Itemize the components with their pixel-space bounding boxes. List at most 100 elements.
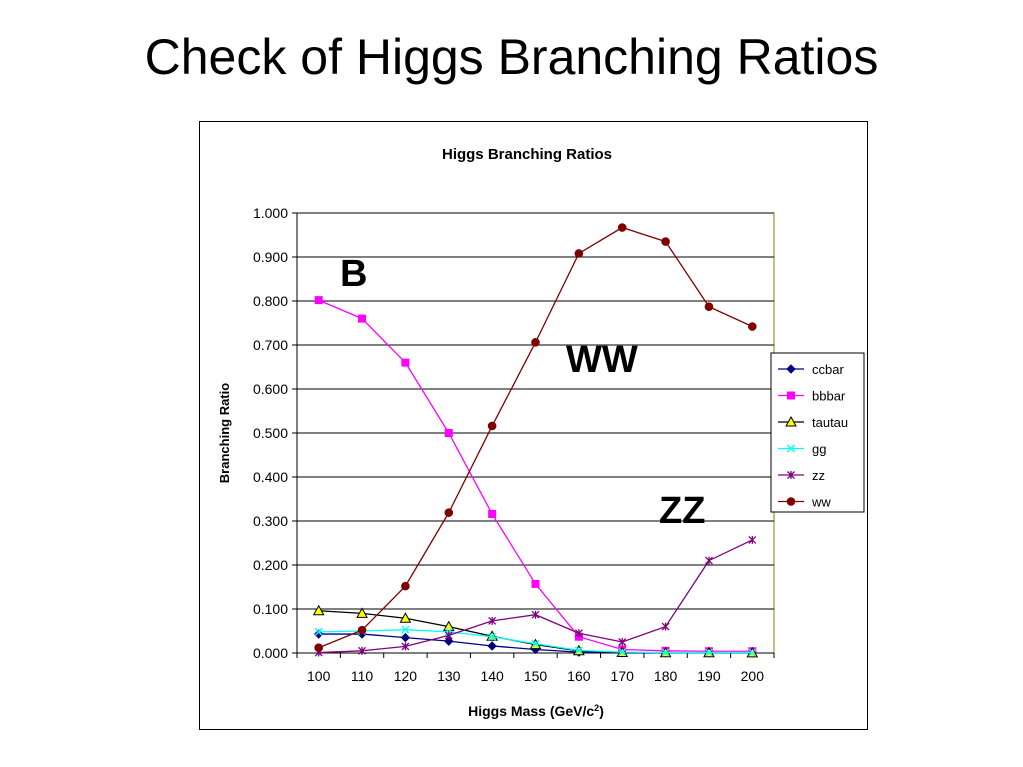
data-point-ww <box>704 302 714 312</box>
data-point-zz <box>401 642 410 651</box>
y-tick-label: 0.800 <box>253 293 288 309</box>
data-point-tautau <box>399 612 412 623</box>
data-point-zz <box>488 616 497 625</box>
legend-label: bbbar <box>812 389 846 404</box>
data-point-bbbar <box>358 314 367 323</box>
legend-swatch-marker <box>787 391 795 400</box>
x-tick-label: 200 <box>741 668 765 684</box>
data-point-gg <box>618 648 627 657</box>
data-point-ww <box>617 223 627 232</box>
legend-item-bbbar: bbbar <box>778 389 846 404</box>
legend-item-tautau: tautau <box>778 415 848 430</box>
legend-label: gg <box>812 442 826 457</box>
data-point-ww <box>357 625 367 635</box>
legend-box <box>770 352 865 513</box>
y-axis-label: Branching Ratio <box>217 383 232 483</box>
legend-swatch-marker <box>787 471 795 479</box>
data-point-ww <box>487 421 497 431</box>
data-point-ww <box>314 643 323 653</box>
series-ww <box>314 223 757 653</box>
chart-title: Higgs Branching Ratios <box>442 146 612 163</box>
legend-item-gg: gg <box>778 442 826 457</box>
x-tick-label: 110 <box>351 668 374 684</box>
data-point-ww <box>661 237 670 246</box>
x-tick-label: 120 <box>394 668 418 684</box>
data-point-tautau <box>356 607 368 618</box>
data-point-gg <box>488 632 497 641</box>
annotation-ww: WW <box>566 339 638 381</box>
series-layer <box>312 223 759 658</box>
data-point-ww <box>748 322 757 331</box>
y-tick-label: 0.500 <box>253 425 288 441</box>
legend-label: zz <box>812 468 825 483</box>
y-tick-label: 0.900 <box>253 249 288 265</box>
data-point-zz <box>661 622 670 631</box>
x-tick-label: 180 <box>654 668 678 684</box>
x-tick-label: 150 <box>524 668 548 684</box>
data-point-zz <box>618 638 627 646</box>
y-tick-label: 0.600 <box>253 381 288 397</box>
y-tick-label: 0.300 <box>253 513 288 529</box>
data-point-bbbar <box>401 358 410 367</box>
data-point-gg <box>531 639 540 648</box>
data-point-tautau <box>312 604 325 616</box>
data-point-ccbar <box>487 641 497 651</box>
data-point-ww <box>574 249 584 258</box>
legend-swatch-marker <box>785 415 797 427</box>
annotation-zz: ZZ <box>659 490 705 532</box>
legend-item-ccbar: ccbar <box>778 362 844 377</box>
chart-svg: Higgs Branching Ratios 0.0000.1000.2000.… <box>217 146 865 719</box>
x-tick-label: 130 <box>437 668 461 684</box>
data-point-ccbar <box>444 636 454 646</box>
data-point-gg <box>704 648 713 657</box>
x-tick-label: 100 <box>307 668 331 684</box>
y-tick-label: 0.100 <box>253 601 288 617</box>
data-point-ww <box>401 581 410 591</box>
legend-swatch-marker <box>786 497 796 506</box>
x-tick-label: 140 <box>480 668 504 684</box>
annotation-b: B <box>340 253 367 295</box>
data-point-ccbar <box>313 629 324 639</box>
legend-swatch-marker <box>787 444 795 453</box>
y-tick-label: 0.700 <box>253 337 288 353</box>
chart-frame: Higgs Branching Ratios 0.000 0.100 0.200 0.… <box>199 121 868 730</box>
data-point-zz <box>531 610 540 619</box>
x-tick-label: 160 <box>567 668 591 684</box>
y-tick-label: 0.000 <box>253 645 288 661</box>
y-tick-label: 0.200 <box>253 557 288 573</box>
data-point-zz <box>574 629 583 638</box>
data-point-gg <box>748 648 757 657</box>
data-point-bbbar <box>314 296 323 305</box>
data-point-tautau <box>442 620 455 632</box>
legend: ccbar bbbar tautau gg zz ww <box>770 352 865 513</box>
gridlines <box>297 212 774 610</box>
legend-swatch-marker <box>786 364 796 374</box>
data-point-gg <box>314 627 323 636</box>
data-point-gg <box>574 646 583 655</box>
legend-label: ccbar <box>812 362 844 377</box>
x-axis-label: Higgs Mass (GeV/c2) <box>468 703 604 719</box>
data-point-gg <box>401 625 410 634</box>
data-point-ccbar <box>400 632 411 643</box>
y-tick-label: 0.400 <box>253 469 288 485</box>
x-tick-label: 170 <box>611 668 635 684</box>
data-point-zz <box>358 646 367 655</box>
legend-label: tautau <box>812 415 848 430</box>
series-zz <box>314 535 757 657</box>
data-point-ww <box>531 338 540 347</box>
data-point-bbbar <box>531 579 540 588</box>
legend-item-ww: ww <box>778 495 831 510</box>
legend-item-zz: zz <box>778 468 825 483</box>
axes: 0.000 0.100 0.200 0.300 0.400 0.500 0.600 0.700… <box>253 205 775 684</box>
series-gg <box>314 625 757 657</box>
data-point-zz <box>444 631 453 640</box>
data-point-zz <box>704 556 713 565</box>
data-point-zz <box>748 535 757 544</box>
data-point-ww <box>444 508 454 517</box>
data-point-bbbar <box>444 429 453 437</box>
data-point-gg <box>661 648 670 657</box>
x-tick-label: 190 <box>697 668 721 684</box>
data-point-bbbar <box>488 509 497 518</box>
slide-title: Check of Higgs Branching Ratios <box>144 29 879 85</box>
y-tick-label: 1.000 <box>253 205 288 221</box>
